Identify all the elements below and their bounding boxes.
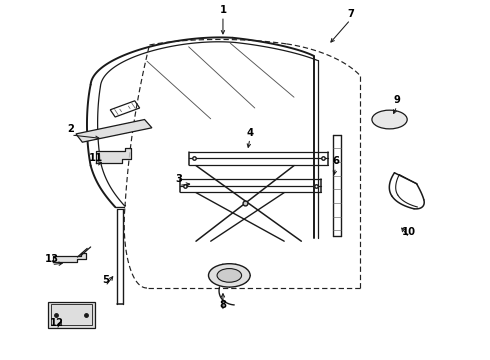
Ellipse shape [209,264,250,287]
FancyBboxPatch shape [48,302,95,328]
Text: 3: 3 [175,174,182,184]
Text: 12: 12 [49,318,63,328]
Text: 10: 10 [402,226,416,237]
Text: 11: 11 [88,153,103,163]
Text: 6: 6 [332,156,339,166]
Text: 4: 4 [246,127,253,138]
Text: 7: 7 [347,9,354,19]
Text: 5: 5 [102,275,109,285]
Polygon shape [96,148,131,163]
Ellipse shape [372,110,407,129]
Polygon shape [53,253,86,262]
Text: 1: 1 [220,5,226,15]
Text: 2: 2 [68,124,74,134]
Text: 8: 8 [220,300,226,310]
Text: 9: 9 [393,95,400,105]
Polygon shape [76,120,152,142]
Text: 13: 13 [45,253,58,264]
Ellipse shape [217,269,242,282]
